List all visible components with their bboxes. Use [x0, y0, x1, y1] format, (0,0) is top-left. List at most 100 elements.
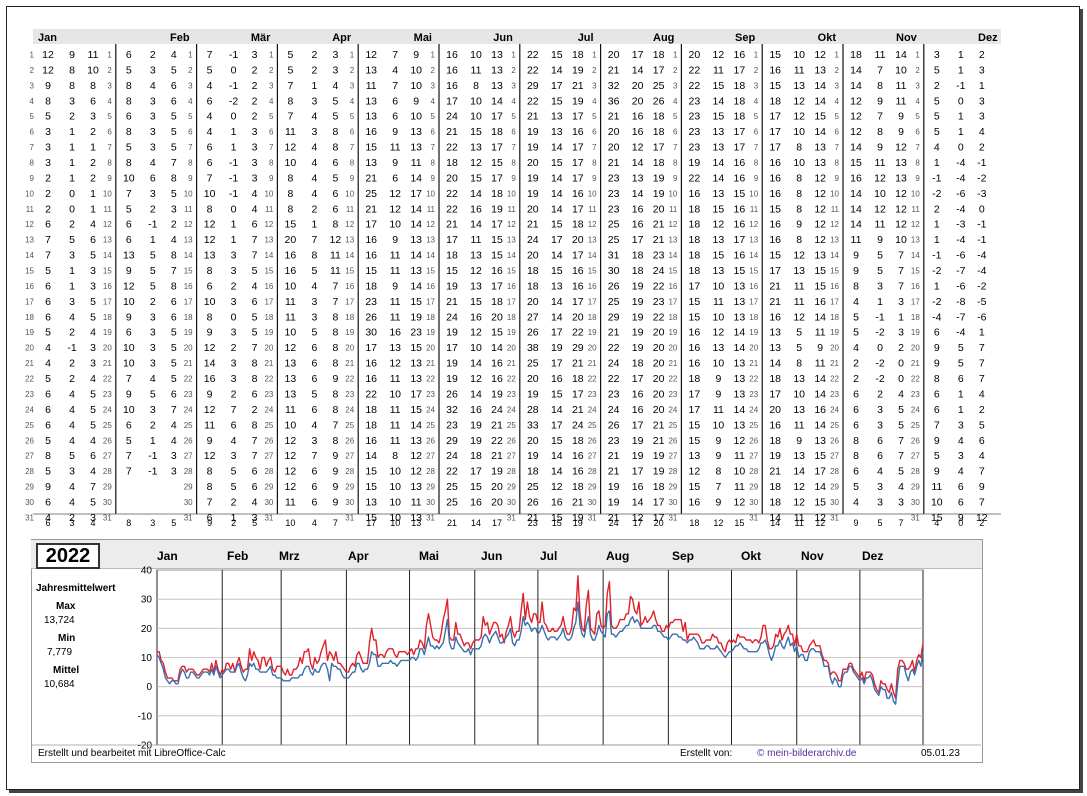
temp-cell: 4	[90, 373, 96, 385]
temp-cell: 9	[413, 95, 419, 107]
temp-cell: 8	[796, 142, 802, 154]
temp-cell: 22	[491, 435, 503, 447]
day-number: 28	[103, 467, 112, 476]
month-average: 21	[447, 518, 457, 528]
temp-cell: 24	[527, 234, 539, 246]
temp-cell: 14	[491, 95, 503, 107]
day-number: 2	[673, 66, 678, 75]
temp-cell: 19	[527, 450, 539, 462]
day-number: 21	[264, 359, 273, 368]
day-number: 8	[511, 159, 516, 168]
temp-cell: 12	[850, 111, 862, 123]
temp-cell: 19	[491, 388, 503, 400]
temp-cell: 11	[390, 404, 401, 416]
temp-cell: 5	[898, 404, 904, 416]
day-number: 16	[588, 282, 597, 291]
temp-cell: 8	[332, 142, 338, 154]
day-number: 18	[668, 313, 677, 322]
temp-cell: 9	[207, 388, 213, 400]
temp-cell: 23	[446, 419, 458, 431]
temp-cell: 2	[171, 219, 177, 231]
temp-cell: 7	[332, 296, 338, 308]
temp-cell: 18	[653, 157, 665, 169]
temp-cell: 18	[632, 250, 644, 262]
temp-cell: 30	[365, 327, 377, 339]
footer-site-link[interactable]: © mein-bilderarchiv.de	[757, 748, 857, 759]
temp-cell: 5	[126, 435, 132, 447]
temp-cell: 13	[713, 265, 725, 277]
day-number: 27	[749, 452, 758, 461]
day-number: 3	[431, 81, 436, 90]
temp-cell: 1	[934, 219, 940, 231]
temp-cell: 1	[958, 49, 964, 61]
temp-cell: 7	[126, 450, 132, 462]
day-number: 10	[507, 189, 516, 198]
temp-cell: -4	[956, 327, 965, 339]
temp-cell: 11	[896, 80, 907, 92]
day-number: 24	[264, 405, 273, 414]
temp-cell: 16	[814, 296, 826, 308]
temp-cell: 6	[171, 80, 177, 92]
temp-cell: 19	[689, 157, 701, 169]
day-number: 21	[345, 359, 354, 368]
temp-cell: 6	[45, 280, 51, 292]
day-number: 28	[25, 467, 34, 476]
day-number: 29	[426, 483, 435, 492]
temp-cell: 1	[958, 404, 964, 416]
stat-max-label: Max	[56, 601, 76, 612]
day-number: 31	[911, 513, 920, 522]
temp-cell: 2	[150, 419, 156, 431]
temp-cell: 15	[734, 188, 746, 200]
temp-cell: 14	[850, 219, 862, 231]
temp-cell: 32	[446, 404, 458, 416]
temp-cell: 16	[734, 250, 746, 262]
temp-cell: 15	[470, 296, 482, 308]
day-number: 3	[30, 81, 35, 90]
temp-cell: 14	[551, 296, 563, 308]
temp-cell: 14	[551, 250, 563, 262]
month-average: 14	[770, 518, 780, 528]
temp-cell: -1	[932, 172, 941, 184]
day-number: 21	[668, 359, 677, 368]
day-number: 15	[103, 267, 112, 276]
temp-cell: 1	[898, 311, 904, 323]
temp-cell: 23	[608, 435, 620, 447]
temp-cell: 18	[734, 95, 746, 107]
temp-cell: 21	[365, 172, 377, 184]
temp-cell: 6	[207, 280, 213, 292]
temp-cell: 2	[150, 49, 156, 61]
temp-cell: 14	[850, 80, 862, 92]
temp-cell: 6	[171, 95, 177, 107]
temp-cell: 19	[446, 280, 458, 292]
day-number: 4	[431, 97, 436, 106]
temp-cell: 17	[446, 342, 458, 354]
temp-cell: 5	[150, 250, 156, 262]
temp-cell: -1	[977, 219, 986, 231]
temp-cell: 18	[527, 265, 539, 277]
day-number: 23	[749, 390, 758, 399]
temp-cell: 6	[877, 450, 883, 462]
temp-cell: 13	[410, 358, 422, 370]
temp-cell: 12	[470, 265, 482, 277]
temp-cell: 12	[204, 342, 216, 354]
temp-cell: 9	[45, 80, 51, 92]
temp-cell: -6	[977, 311, 986, 323]
temp-cell: 7	[877, 64, 883, 76]
day-number: 20	[184, 344, 193, 353]
temp-cell: -1	[932, 250, 941, 262]
temp-cell: 15	[850, 157, 862, 169]
temp-cell: 9	[392, 157, 398, 169]
day-number: 1	[673, 51, 678, 60]
day-number: 4	[107, 97, 112, 106]
temp-cell: 7	[287, 80, 293, 92]
day-number: 23	[668, 390, 677, 399]
temp-cell: 8	[332, 219, 338, 231]
temp-cell: 2	[979, 404, 985, 416]
temp-cell: 20	[653, 327, 665, 339]
month-average: 23	[528, 518, 538, 528]
temp-cell: -4	[956, 157, 965, 169]
temp-cell: 3	[90, 265, 96, 277]
chart-month-aug: Aug	[606, 549, 630, 563]
temp-cell: 15	[734, 265, 746, 277]
temp-cell: 13	[204, 250, 216, 262]
